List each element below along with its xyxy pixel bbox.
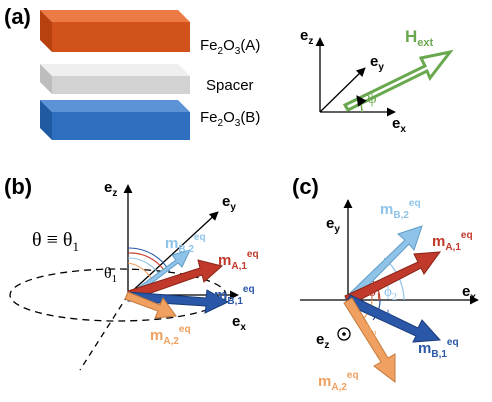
- hext-arrow: [342, 49, 454, 112]
- axis-label-ez-c: ez: [316, 331, 329, 351]
- label-ma2-b: mA,2eq: [150, 324, 191, 347]
- psi-symbol: ψ: [367, 90, 377, 107]
- layer-fe2o3-b: [40, 100, 190, 140]
- label-fe2o3-a: Fe2O3(A): [200, 37, 260, 57]
- hext-label: Hext: [405, 27, 434, 49]
- axis-label-ey-c: ey: [326, 215, 340, 235]
- vector-ma2-b: [124, 291, 177, 319]
- label-ma1-c: mA,1eq: [432, 230, 473, 253]
- panel-a-label: (a): [4, 4, 31, 29]
- label-fe2o3-b: Fe2O3(B): [200, 109, 260, 129]
- theta1-label-b: θ1: [104, 265, 117, 285]
- axis-label-ex-a: ex: [392, 115, 406, 135]
- label-ma2-c: mA,2eq: [318, 370, 359, 393]
- label-spacer: Spacer: [206, 77, 254, 94]
- axis-label-ex-b: ex: [232, 313, 246, 333]
- axis-label-ez-a: ez: [300, 27, 313, 47]
- vector-ma2-c: [343, 297, 396, 384]
- axis-label-ey-b: ey: [222, 193, 236, 213]
- psi-arc: [356, 95, 367, 113]
- axis-label-ez-b: ez: [104, 179, 117, 199]
- ez-out-of-plane-icon: [337, 327, 351, 341]
- layer-fe2o3-a: [40, 10, 190, 52]
- label-ma1-b: mA,1eq: [218, 249, 259, 272]
- axes-a: [315, 37, 396, 117]
- layer-spacer: [40, 64, 190, 94]
- dashed-axis: [79, 294, 129, 371]
- label-mb2-b: mB,2eq: [165, 232, 206, 255]
- panel-c-label: (c): [292, 174, 319, 199]
- layer-stack: [40, 10, 190, 140]
- label-mb1-b: mB,1eq: [214, 284, 255, 307]
- vector-ma1-c: [344, 251, 442, 306]
- axis-label-ey-a: ey: [370, 53, 384, 73]
- theta-arcs: [127, 247, 171, 281]
- panel-b-label: (b): [4, 174, 32, 199]
- label-mb2-c: mB,2eq: [380, 198, 421, 221]
- theta-equation: θ ≡ θ1: [32, 229, 79, 254]
- axes-c: [300, 199, 479, 305]
